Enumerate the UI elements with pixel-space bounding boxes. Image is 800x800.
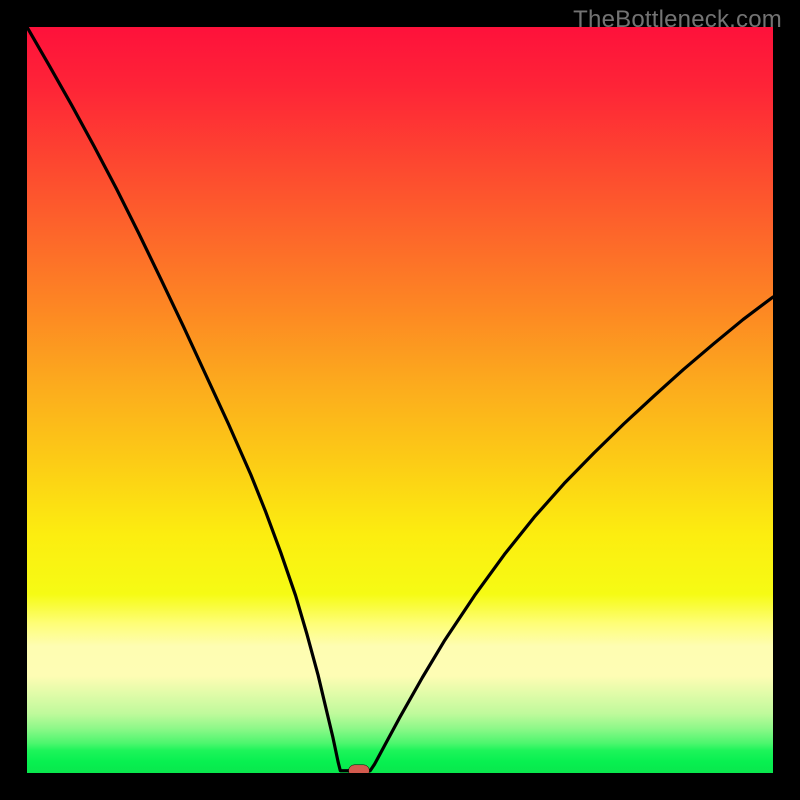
- chart-frame: { "watermark": { "text": "TheBottleneck.…: [0, 0, 800, 800]
- watermark-text: TheBottleneck.com: [573, 6, 782, 34]
- bottleneck-chart: [0, 0, 800, 800]
- chart-gradient-background: [27, 27, 773, 773]
